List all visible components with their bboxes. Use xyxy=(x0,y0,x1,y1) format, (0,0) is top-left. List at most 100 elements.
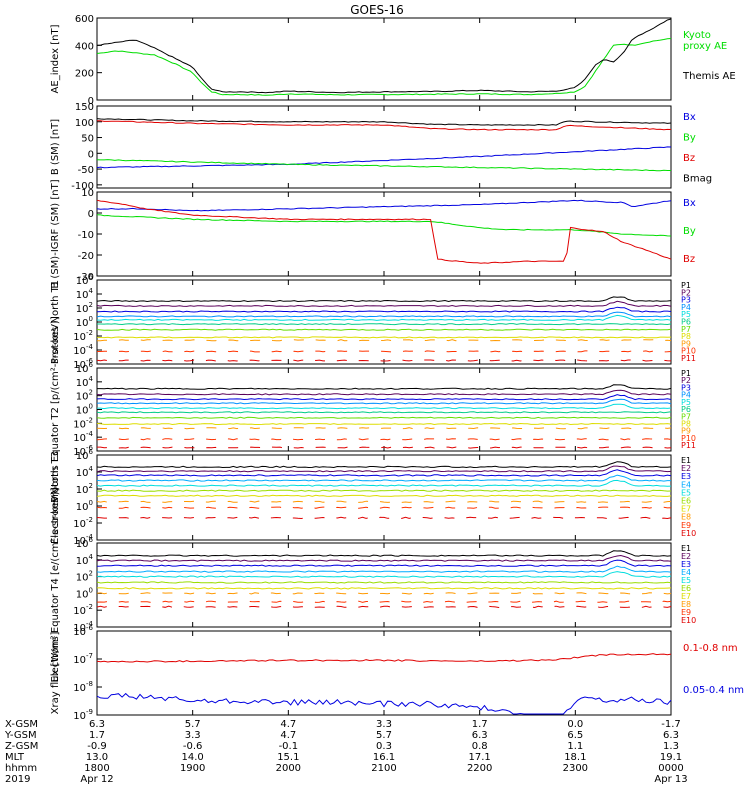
y-tick-label: 0 xyxy=(88,96,94,107)
legend-label: Bz xyxy=(683,254,695,265)
series-line xyxy=(96,592,672,595)
legend-label: E3 xyxy=(681,560,691,569)
y-tick-label: 0 xyxy=(88,209,94,220)
x-row-value: 4.7 xyxy=(280,719,296,730)
x-row-value: 3.3 xyxy=(185,730,201,741)
panel-frame xyxy=(96,105,672,189)
legend-label: P7 xyxy=(681,325,691,334)
x-row-value: 4.7 xyxy=(280,730,296,741)
legend-label: P8 xyxy=(681,332,691,341)
legend-label: P4 xyxy=(681,391,691,400)
series-line xyxy=(97,446,672,449)
y-axis-label: Electrons North T3 xyxy=(50,451,61,544)
panel-bsm: 150 100 50 0 -50 -100 B (SM) [nT] Bx By Bz Bmag xyxy=(50,102,712,192)
series-line xyxy=(97,403,672,410)
legend-label: proxy AE xyxy=(683,41,727,52)
panel-frame xyxy=(96,191,672,277)
legend-label: E1 xyxy=(681,456,691,465)
series-line xyxy=(96,559,672,567)
y-axis-label: Protons North T1 xyxy=(50,280,61,364)
x-row-label: Y-GSM xyxy=(4,730,37,741)
series-line xyxy=(96,516,672,520)
x-row-value: 6.3 xyxy=(89,719,105,730)
x-row-value: 6.3 xyxy=(472,730,488,741)
y-tick-label: 0 xyxy=(88,149,94,160)
y-tick-label: 50 xyxy=(81,134,94,145)
x-row-value: 18.1 xyxy=(564,752,586,763)
y-axis-label: Xray flux [W/m²] xyxy=(50,632,61,715)
legend-label: E2 xyxy=(681,552,691,561)
series-line xyxy=(96,38,672,96)
legend-label: 0.1-0.8 nm xyxy=(683,643,738,654)
series-line xyxy=(96,389,672,396)
legend-label: P7 xyxy=(681,412,691,421)
series-line xyxy=(96,605,672,609)
x-row-label: MLT xyxy=(5,752,25,763)
series-line xyxy=(96,306,672,313)
legend-label: E7 xyxy=(681,592,691,601)
series-line xyxy=(96,489,672,492)
y-tick-label: 106 xyxy=(76,448,94,462)
series-line xyxy=(96,465,672,473)
x-row-label: X-GSM xyxy=(5,719,38,730)
y-tick-label: 104 xyxy=(76,375,94,389)
x-row-value: 0.8 xyxy=(472,741,488,752)
x-row-value: -0.1 xyxy=(279,741,299,752)
x-row-value: Apr 12 xyxy=(80,774,113,785)
x-row-label: 2019 xyxy=(5,774,30,785)
y-tick-label: 10-6 xyxy=(73,624,93,638)
series-line xyxy=(97,339,672,342)
y-tick-label: 100 xyxy=(75,118,94,129)
series-line xyxy=(96,461,672,469)
x-row-value: 2100 xyxy=(371,763,396,774)
legend-label: 0.05-0.4 nm xyxy=(683,685,744,696)
x-row-value: 15.1 xyxy=(277,752,299,763)
y-tick-label: 10-4 xyxy=(73,430,93,444)
x-row-value: 3.3 xyxy=(376,719,392,730)
legend-label: E9 xyxy=(681,608,691,617)
chart-title: GOES-16 xyxy=(350,3,404,17)
y-tick-label: -100 xyxy=(71,181,94,192)
x-row-value: 1.7 xyxy=(89,730,105,741)
legend-label: P11 xyxy=(681,354,696,363)
panel-frame xyxy=(96,17,672,101)
x-row-value: -1.7 xyxy=(661,719,681,730)
legend-label: P6 xyxy=(681,405,691,414)
series-line xyxy=(96,314,672,321)
legend-label: E9 xyxy=(681,521,691,530)
y-axis-label: Electrons Equator T4 [e/(cm²-s-sr-keV)] xyxy=(50,487,61,682)
series-line xyxy=(96,394,672,401)
x-row-value: 5.7 xyxy=(185,719,201,730)
y-tick-label: 106 xyxy=(76,361,94,375)
series-line xyxy=(97,384,672,390)
legend-label: E1 xyxy=(681,544,691,553)
y-tick-label: 10-2 xyxy=(73,603,93,617)
legend-label: P6 xyxy=(681,318,691,327)
y-tick-label: 600 xyxy=(75,14,94,25)
series-line xyxy=(97,120,672,131)
series-line xyxy=(96,336,672,339)
legend-label: P1 xyxy=(681,281,691,290)
legend-label: E10 xyxy=(681,529,696,538)
legend-label: By xyxy=(683,226,696,237)
x-row-value: Apr 13 xyxy=(654,774,687,785)
y-tick-label: 10 xyxy=(81,188,94,199)
legend-label: P8 xyxy=(681,420,691,429)
series-line xyxy=(96,692,672,715)
legend-label: E4 xyxy=(681,480,691,489)
legend-label: P9 xyxy=(681,339,691,348)
series-line xyxy=(96,554,672,562)
legend-label: E4 xyxy=(681,568,691,577)
series-line xyxy=(96,479,672,487)
series-line xyxy=(96,159,671,172)
y-tick-label: 106 xyxy=(76,536,94,550)
x-row-value: 2200 xyxy=(467,763,492,774)
legend-label: P11 xyxy=(681,441,696,450)
x-row-value: 17.1 xyxy=(469,752,491,763)
x-row-value: 2000 xyxy=(276,763,301,774)
series-line xyxy=(96,300,672,307)
legend-label: Bmag xyxy=(683,174,712,185)
y-tick-label: 102 xyxy=(76,482,93,496)
